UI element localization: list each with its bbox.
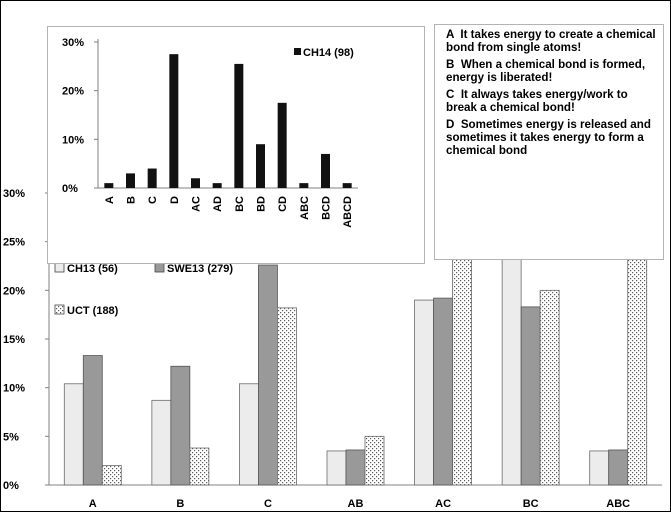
inset-legend-swatch (294, 48, 301, 55)
y-tick-label: 10% (3, 383, 25, 395)
legend-label: SWE13 (279) (167, 263, 233, 275)
bar-ch13 (501, 248, 522, 486)
x-category-label: AC (435, 498, 451, 510)
bar-uct (277, 307, 297, 486)
bar-ch13 (63, 383, 84, 486)
bar-swe13 (433, 297, 453, 486)
x-category-label: C (264, 498, 272, 510)
inset-legend-label: CH14 (98) (303, 47, 354, 59)
inset-y-tick-label: 30% (62, 37, 84, 49)
legend-swatch (54, 304, 65, 315)
bar-uct (539, 289, 560, 486)
y-tick-label: 15% (3, 334, 25, 346)
inset-x-category-label: D (169, 196, 181, 204)
inset-x-category-label: C (147, 196, 159, 204)
bar-uct (452, 252, 472, 486)
bar-swe13 (82, 355, 103, 486)
bar-swe13 (520, 306, 541, 486)
bar-ch13 (589, 450, 610, 486)
inset-x-category-label: ABCD (342, 196, 354, 228)
inset-bar-ch14 (147, 168, 157, 188)
statement-b: B When a chemical bond is formed, energy… (446, 58, 649, 84)
inset-bar-ch14 (212, 183, 222, 188)
inset-x-category-label: CD (277, 196, 289, 212)
inset-bar-ch14 (299, 183, 309, 188)
inset-chart: 0%10%20%30%A B C D AC AD BC BD CD ABC BCD ABCDCH14 … (62, 37, 358, 228)
inset-y-tick-label: 10% (62, 134, 84, 146)
y-tick-label: 30% (3, 188, 25, 200)
inset-x-category-label: BC (234, 196, 246, 212)
statement-a: A It takes energy to create a chemical b… (446, 28, 669, 54)
inset-bar-ch14 (321, 153, 330, 188)
inset-bar-ch14 (256, 144, 265, 188)
x-category-label: BC (523, 498, 539, 510)
bar-uct (101, 465, 122, 486)
bar-ch13 (239, 383, 259, 486)
inset-bar-ch14 (191, 178, 200, 188)
inset-x-category-label: ABC (299, 196, 311, 220)
bar-swe13 (170, 365, 191, 486)
inset-bar-ch14 (104, 183, 114, 188)
inset-bar-ch14 (277, 102, 287, 188)
inset-x-category-label: BCD (321, 196, 333, 220)
legend-label: UCT (188) (67, 305, 119, 317)
y-tick-label: 25% (3, 237, 25, 249)
inset-x-category-label: B (126, 196, 138, 204)
inset-x-category-label: A (104, 196, 116, 204)
x-category-label: B (176, 498, 184, 510)
inset-x-category-label: BD (256, 196, 268, 212)
bar-uct (627, 241, 648, 486)
inset-chart-panel: 0% 10% 20% 30% A B C D AC AD BC BD CD ABC BCD ABCD CH14 … (47, 26, 425, 264)
inset-bar-ch14 (126, 173, 135, 188)
bar-ch13 (151, 399, 172, 486)
inset-y-tick-label: 0% (62, 183, 78, 195)
y-tick-label: 20% (3, 285, 25, 297)
statement-d: D Sometimes energy is released and somet… (446, 118, 655, 157)
inset-bar-ch14 (234, 63, 244, 188)
inset-x-category-label: AD (212, 196, 224, 212)
inset-y-tick-label: 20% (62, 86, 84, 98)
bar-swe13 (345, 449, 366, 486)
x-category-label: AB (348, 498, 364, 510)
bar-swe13 (258, 264, 278, 486)
statements-box: A It takes energy to create a chemical b… (434, 24, 664, 260)
legend-label: CH13 (56) (67, 263, 118, 275)
x-category-label: A (89, 498, 97, 510)
inset-bar-ch14 (342, 183, 352, 188)
y-tick-label: 0% (3, 480, 19, 492)
inset-x-category-label: AC (191, 196, 203, 212)
statement-c: C It always takes energy/work to break a… (446, 88, 631, 114)
bar-ch13 (414, 299, 434, 486)
inset-bar-ch14 (169, 54, 179, 189)
x-category-label: ABC (606, 498, 630, 510)
bar-uct (189, 447, 210, 486)
bar-ch13 (326, 450, 347, 486)
y-tick-label: 5% (3, 431, 19, 443)
bar-swe13 (608, 449, 629, 486)
bar-uct (364, 435, 385, 486)
